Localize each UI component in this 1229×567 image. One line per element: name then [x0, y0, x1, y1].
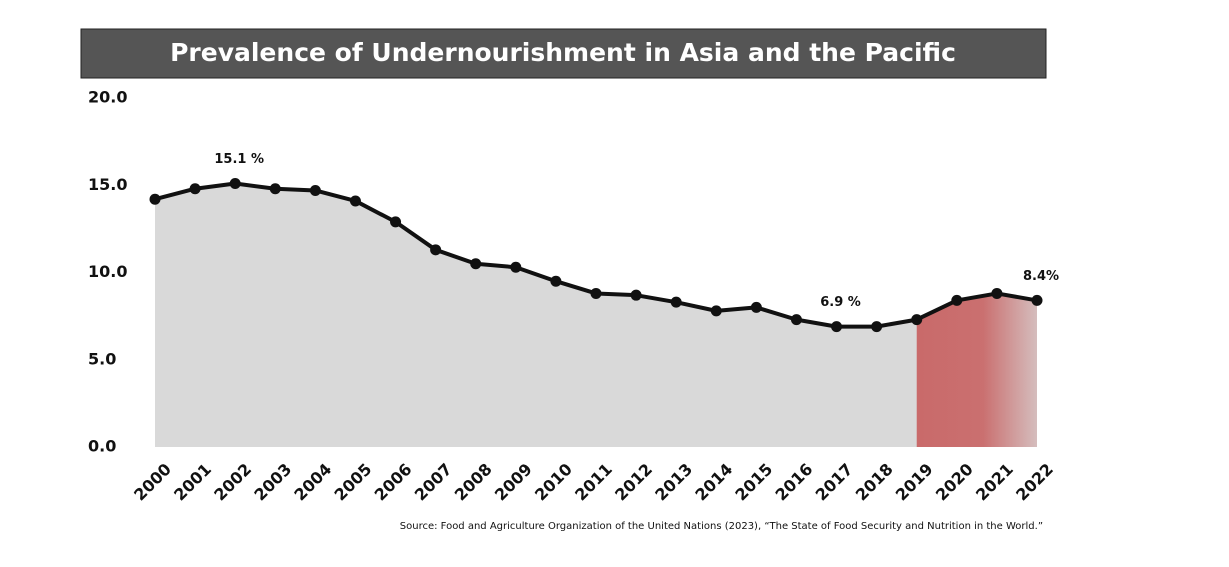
x-tick-label: 2016 [772, 460, 817, 505]
x-tick-label: 2011 [571, 460, 616, 505]
title-bar [80, 28, 1047, 79]
point [550, 275, 562, 287]
data-label: 8.4% [1023, 269, 1059, 284]
point [831, 321, 843, 333]
x-tick-label: 2007 [411, 460, 456, 505]
point [1031, 294, 1043, 306]
x-tick-label: 2021 [972, 460, 1017, 505]
x-tick-label: 2010 [531, 460, 576, 505]
x-tick-label: 2008 [451, 460, 496, 505]
point [991, 287, 1003, 299]
y-tick-label: 5.0 [88, 349, 116, 368]
x-tick-label: 2012 [611, 460, 656, 505]
point [430, 244, 442, 256]
point [790, 314, 802, 326]
point [590, 287, 602, 299]
point [871, 321, 883, 333]
point [510, 261, 522, 273]
x-tick-label: 2017 [812, 460, 857, 505]
source-note: Source: Food and Agriculture Organizatio… [400, 521, 1043, 532]
point [911, 314, 923, 326]
point [149, 193, 161, 205]
data-label: 15.1 % [214, 152, 264, 167]
point [951, 294, 963, 306]
highlight-area [916, 293, 1037, 447]
x-tick-label: 2020 [932, 460, 977, 505]
x-tick-label: 2014 [691, 460, 736, 505]
point [349, 195, 361, 207]
x-tick-label: 2022 [1012, 460, 1057, 505]
chart-title: Prevalence of Undernourishment in Asia a… [170, 38, 956, 67]
y-tick-label: 10.0 [88, 262, 127, 281]
point [269, 183, 281, 195]
x-tick-label: 2004 [290, 460, 335, 505]
x-tick-label: 2001 [170, 460, 215, 505]
x-tick-label: 2013 [651, 460, 696, 505]
x-tick-label: 2019 [892, 460, 937, 505]
x-tick-label: 2000 [130, 460, 175, 505]
point [470, 258, 482, 270]
point [670, 296, 682, 308]
point [309, 184, 321, 196]
data-label: 6.9 % [820, 295, 861, 310]
x-tick-label: 2006 [371, 460, 416, 505]
x-tick-label: 2009 [491, 460, 536, 505]
x-tick-label: 2015 [731, 460, 776, 505]
point [229, 178, 241, 190]
point [630, 289, 642, 301]
x-tick-label: 2005 [331, 460, 376, 505]
point [390, 216, 402, 228]
area [155, 183, 1037, 447]
x-tick-label: 2018 [852, 460, 897, 505]
y-tick-label: 0.0 [88, 437, 116, 456]
x-tick-label: 2002 [210, 460, 255, 505]
y-tick-label: 15.0 [88, 175, 127, 194]
point [750, 301, 762, 313]
y-tick-label: 20.0 [88, 88, 127, 107]
point [189, 183, 201, 195]
x-tick-label: 2003 [250, 460, 295, 505]
point [710, 305, 722, 317]
